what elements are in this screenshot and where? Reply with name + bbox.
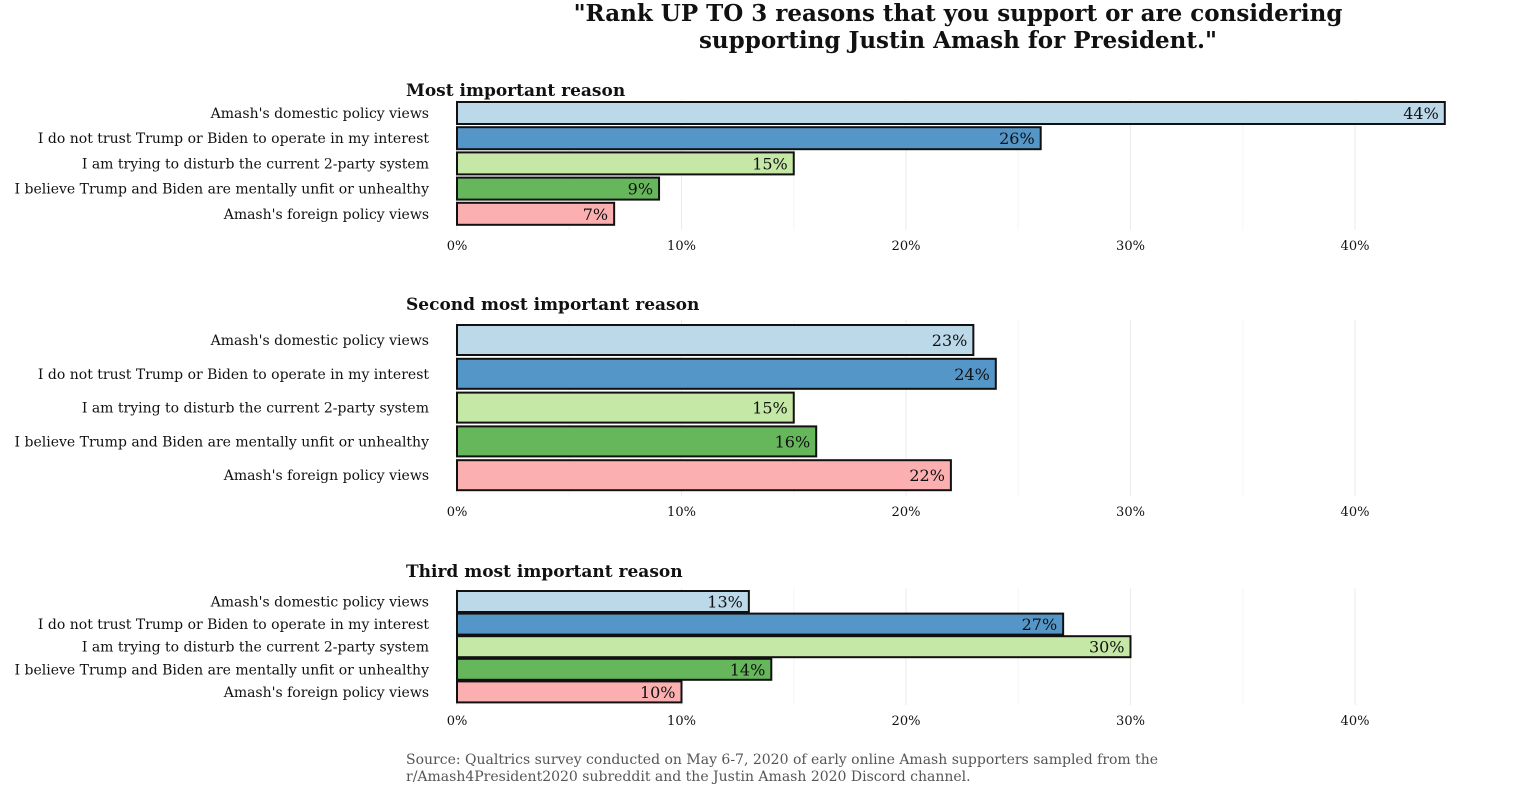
bar [456,101,1446,125]
panel-title: Second most important reason [406,295,699,315]
x-tick-label: 20% [892,239,921,254]
value-label: 44% [1403,104,1439,123]
bar [456,391,795,424]
x-tick-label: 30% [1116,714,1145,729]
bar [456,357,997,390]
x-tick-label: 10% [667,714,696,729]
category-label: Amash's domestic policy views [210,106,429,122]
bar [456,151,795,176]
panel-1: Most important reason Amash's domestic po… [15,81,1446,254]
x-tick-label: 0% [447,239,468,254]
x-tick-label: 10% [667,505,696,520]
chart-title: "Rank UP TO 3 reasons that you support o… [558,0,1358,54]
value-label: 22% [909,466,945,485]
bar [456,176,661,201]
category-label: Amash's foreign policy views [223,468,429,484]
category-label: I believe Trump and Biden are mentally u… [15,434,430,450]
category-label: I do not trust Trump or Biden to operate… [38,131,429,147]
bar [456,635,1132,659]
bar [456,324,975,356]
bar [456,126,1042,151]
category-label: Amash's foreign policy views [223,685,429,701]
category-label: I am trying to disturb the current 2-par… [82,401,429,417]
value-label: 14% [730,660,766,679]
category-label: I do not trust Trump or Biden to operate… [38,617,429,633]
category-label: I believe Trump and Biden are mentally u… [15,182,430,198]
panel-title: Most important reason [406,81,625,101]
value-label: 15% [752,154,788,173]
x-tick-label: 40% [1341,505,1370,520]
bar [456,590,750,613]
category-label: I do not trust Trump or Biden to operate… [38,367,429,383]
x-tick-label: 20% [892,505,921,520]
chart-title-line-2: supporting Justin Amash for President." [698,27,1218,54]
category-label: I am trying to disturb the current 2-par… [82,156,429,172]
source-line-1: Source: Qualtrics survey conducted on Ma… [406,752,1159,768]
panel-2: Second most important reason Amash's dome… [15,295,1370,520]
category-label: Amash's foreign policy views [223,207,429,223]
x-tick-label: 0% [447,714,468,729]
value-label: 24% [954,365,990,384]
category-label: Amash's domestic policy views [210,595,429,611]
panel-3: Third most important reason Amash's domes… [15,562,1370,729]
bar [456,612,1065,636]
value-label: 15% [752,399,788,418]
bar [456,459,952,492]
panel-title: Third most important reason [406,562,683,582]
bar [456,680,683,704]
value-label: 26% [999,129,1035,148]
bar [456,201,616,226]
bar [456,657,773,681]
x-tick-label: 20% [892,714,921,729]
category-label: Amash's domestic policy views [210,333,429,349]
x-tick-label: 40% [1341,714,1370,729]
x-tick-label: 10% [667,239,696,254]
x-tick-label: 40% [1341,239,1370,254]
x-tick-label: 30% [1116,239,1145,254]
category-label: I believe Trump and Biden are mentally u… [15,662,430,678]
chart-title-line-1: "Rank UP TO 3 reasons that you support o… [573,0,1343,27]
bar [456,425,818,458]
source-line-2: r/Amash4President2020 subreddit and the … [406,769,971,785]
value-label: 23% [932,331,968,350]
value-label: 30% [1089,638,1125,657]
x-tick-label: 0% [447,505,468,520]
category-label: I am trying to disturb the current 2-par… [82,640,429,656]
value-label: 13% [707,593,743,612]
x-tick-label: 30% [1116,505,1145,520]
source-note: Source: Qualtrics survey conducted on Ma… [406,752,1226,786]
value-label: 27% [1022,615,1058,634]
value-label: 7% [583,205,608,224]
value-label: 16% [775,432,811,451]
value-label: 9% [628,180,653,199]
value-label: 10% [640,683,676,702]
